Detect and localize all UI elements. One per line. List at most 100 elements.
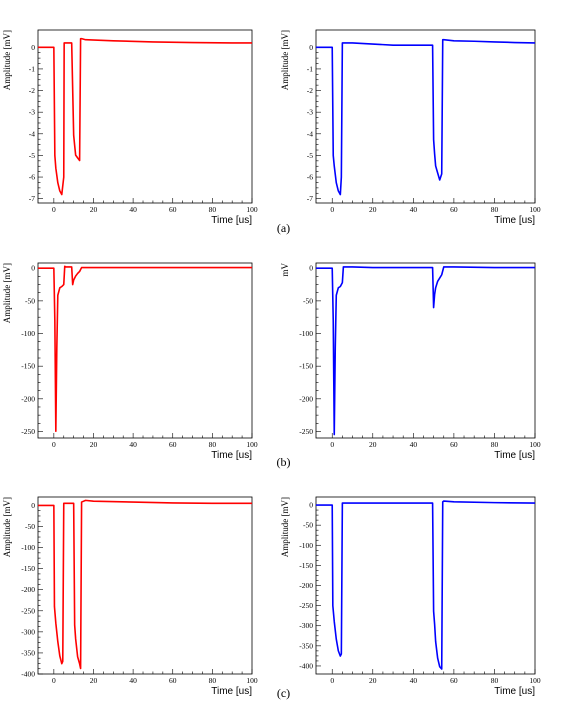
y-tick-label: -100 [299,329,313,338]
y-tick-label: -250 [21,606,35,615]
x-tick-label: 20 [369,676,377,685]
y-tick-label: -7 [29,194,35,203]
y-tick-label: -300 [21,627,35,636]
y-tick-label: -150 [299,561,313,570]
x-tick-label: 80 [209,676,217,685]
x-tick-label: 100 [246,205,258,214]
y-tick-label: -50 [303,521,313,530]
x-tick-label: 100 [529,676,541,685]
panel-label-c: (c) [277,686,290,700]
y-tick-label: -5 [29,151,35,160]
y-tick-label: -250 [299,601,313,610]
x-tick-label: 0 [330,676,334,685]
y-tick-label: -50 [25,296,35,305]
y-tick-label: -7 [307,194,313,203]
series-line [38,499,252,670]
plot-frame [315,262,536,439]
chart-c-right: 0 20 40 60 80 100 0 -50 -100 -150 -200 -250 -300 -350… [280,496,541,697]
y-tick-label: -3 [307,108,313,117]
x-tick-label: 20 [90,205,98,214]
y-tick-label: -3 [29,108,35,117]
y-tick-label: -150 [299,362,313,371]
plot-frame [37,496,253,675]
panel-label-a: (a) [277,221,290,235]
chart-b-right: 0 20 40 60 80 100 0 -50 -100 -150 -200 -250 Time [us… [280,262,541,461]
x-axis-title: Time [us] [211,215,252,226]
plot-frame [37,29,253,204]
y-tick-label: 0 [309,43,313,52]
x-tick-label: 0 [52,205,56,214]
y-tick-label: -50 [25,522,35,531]
y-tick-label: -4 [307,129,313,138]
chart-a-left: 0 20 40 60 80 100 0 -1 -2 -3 -4 -5 -6 -7 Time [us] Ampl… [2,29,258,226]
x-tick-label: 60 [450,440,458,449]
x-tick-label: 60 [169,676,177,685]
x-tick-label: 20 [90,676,98,685]
y-axis-title: Amplitude [mV] [2,497,12,557]
x-tick-label: 100 [529,205,541,214]
y-tick-label: -50 [303,296,313,305]
y-tick-label: -4 [29,129,35,138]
x-tick-label: 80 [491,205,499,214]
x-tick-label: 0 [52,676,56,685]
y-tick-label: -250 [21,427,35,436]
chart-b-left: 0 20 40 60 80 100 0 -50 -100 -150 -200 -250 Time [us… [2,262,258,461]
y-tick-label: -300 [299,621,313,630]
y-tick-label: 0 [31,264,35,273]
x-tick-label: 100 [246,676,258,685]
y-tick-label: -6 [307,173,313,182]
y-tick-label: -400 [21,670,35,679]
y-tick-label: -1 [29,64,35,73]
chart-a-right: 0 20 40 60 80 100 0 -1 -2 -3 -4 -5 -6 -7 Time [us] Ampl… [280,29,541,226]
y-axis-title: Amplitude [mV] [2,30,12,90]
y-tick-label: -350 [299,641,313,650]
y-tick-label: -150 [21,362,35,371]
y-tick-label: -100 [299,541,313,550]
x-tick-label: 40 [410,205,418,214]
y-tick-label: -100 [21,543,35,552]
panel-label-b: (b) [277,455,291,469]
y-tick-label: -350 [21,648,35,657]
y-axis-title: Amplitude [mV] [280,30,290,90]
x-tick-label: 20 [369,440,377,449]
chart-c-left: 0 20 40 60 80 100 0 -50 -100 -150 -200 -250 -300 -350… [2,496,258,697]
x-tick-label: 60 [169,205,177,214]
y-tick-label: -5 [307,151,313,160]
y-tick-label: -200 [299,581,313,590]
x-tick-label: 40 [129,440,137,449]
y-tick-label: 0 [309,264,313,273]
x-tick-label: 0 [52,440,56,449]
x-axis-title: Time [us] [494,686,535,697]
y-tick-label: -200 [21,585,35,594]
y-tick-label: -150 [21,564,35,573]
plot-frame [315,496,536,675]
series-line [316,500,536,670]
x-tick-label: 60 [450,205,458,214]
x-tick-label: 80 [209,440,217,449]
x-tick-label: 100 [246,440,258,449]
x-tick-label: 40 [410,440,418,449]
series-line [316,38,536,196]
x-axis-title: Time [us] [211,686,252,697]
y-axis-title: Amplitude [mV] [280,497,290,557]
x-tick-label: 80 [491,676,499,685]
x-tick-label: 20 [90,440,98,449]
y-tick-label: 0 [31,501,35,510]
charts-layer: 0 20 40 60 80 100 0 -1 -2 -3 -4 -5 -6 -7 Time [us] Ampl… [2,29,541,697]
y-tick-label: -1 [307,64,313,73]
y-tick-label: -6 [29,173,35,182]
plot-frame [315,29,536,204]
x-tick-label: 0 [330,205,334,214]
series-line [38,37,252,196]
x-tick-label: 40 [410,676,418,685]
y-axis-title: mV [280,262,290,276]
x-tick-label: 40 [129,676,137,685]
y-tick-label: -2 [307,86,313,95]
plot-frame [37,262,253,439]
x-axis-title: Time [us] [494,215,535,226]
y-tick-label: -200 [299,394,313,403]
x-tick-label: 20 [369,205,377,214]
y-tick-label: -2 [29,86,35,95]
x-tick-label: 60 [450,676,458,685]
